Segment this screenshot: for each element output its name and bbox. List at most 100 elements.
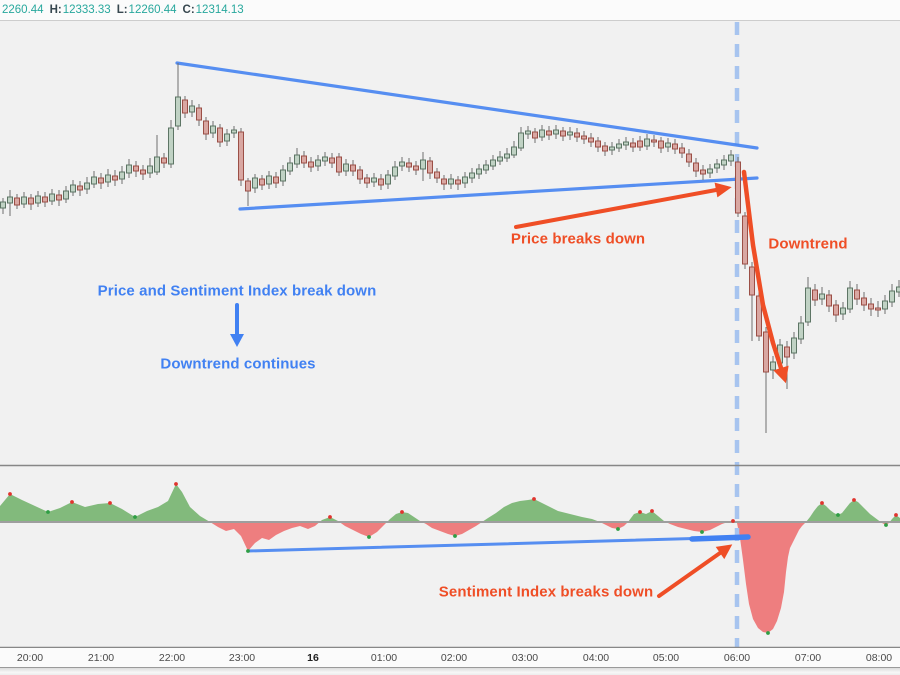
candle-down — [546, 130, 552, 136]
swing-high-dot — [174, 482, 178, 486]
candle-up — [770, 361, 776, 371]
candle-up — [21, 196, 27, 205]
candle-up — [819, 293, 825, 300]
swing-low-dot — [133, 515, 137, 519]
candle-up — [483, 164, 489, 171]
candle-down — [350, 164, 356, 172]
horizontal-scrollbar[interactable] — [0, 667, 900, 675]
candle-down — [588, 137, 594, 143]
axis-label: 16 — [307, 652, 319, 664]
swing-high-dot — [731, 519, 735, 523]
candle-up — [889, 290, 895, 303]
candle-up — [504, 153, 510, 159]
candle-down — [357, 169, 363, 180]
candles-layer — [0, 63, 900, 433]
candle-up — [497, 156, 503, 162]
sentiment-trendline — [246, 535, 750, 553]
candle-down — [679, 147, 685, 154]
candle-down — [658, 140, 664, 149]
swing-low-dot — [766, 631, 770, 635]
candle-up — [49, 193, 55, 202]
candle-up — [371, 177, 377, 183]
time-axis[interactable]: 20:00 21:00 22:00 23:00 16 01:00 02:00 03:00 04:… — [0, 648, 900, 667]
swing-low-dot — [246, 549, 250, 553]
price-break-arrow — [514, 188, 718, 229]
swing-low-dot — [453, 534, 457, 538]
candle-up — [714, 163, 720, 169]
candle-down — [28, 197, 34, 205]
candle-up — [707, 168, 713, 174]
candle-down — [854, 289, 860, 300]
axis-label: 03:00 — [511, 652, 539, 664]
candle-up — [252, 177, 258, 189]
candle-up — [721, 159, 727, 166]
candle-down — [259, 178, 265, 186]
candle-down — [14, 197, 20, 206]
axis-label: 20:00 — [16, 652, 44, 664]
candle-down — [826, 294, 832, 307]
candle-up — [392, 166, 398, 177]
candle-down — [812, 289, 818, 301]
candle-down — [308, 161, 314, 168]
candle-down — [686, 153, 692, 163]
swing-high-dot — [70, 500, 74, 504]
candle-up — [567, 131, 573, 136]
candle-up — [63, 190, 69, 200]
candle-up — [665, 142, 671, 148]
downtrend-arrow — [741, 169, 784, 371]
candle-up — [119, 171, 125, 180]
candle-up — [448, 178, 454, 185]
candle-up — [7, 196, 13, 204]
sentiment-area-positive — [0, 484, 900, 522]
swing-high-dot — [108, 501, 112, 505]
candle-down — [98, 177, 104, 184]
candle-down — [238, 131, 244, 181]
lower-trendline — [238, 176, 759, 211]
candle-up — [0, 201, 6, 209]
candle-down — [784, 346, 790, 358]
price-break-arrow-head — [714, 182, 732, 198]
candle-up — [896, 286, 900, 293]
sentiment-trendline-end — [689, 534, 751, 542]
candle-down — [742, 215, 748, 265]
candle-up — [553, 129, 559, 135]
candle-up — [322, 156, 328, 162]
high-label: H: — [49, 4, 62, 16]
candle-down — [700, 169, 706, 175]
swing-low-dot — [700, 530, 704, 534]
candle-up — [126, 164, 132, 174]
candle-up — [840, 307, 846, 315]
candle-up — [70, 184, 76, 193]
axis-label: 05:00 — [652, 652, 680, 664]
candle-up — [91, 176, 97, 185]
candle-down — [245, 180, 251, 192]
candle-down — [581, 135, 587, 140]
candle-up — [420, 159, 426, 170]
low-value: 12260.44 — [128, 4, 177, 16]
candle-up — [385, 174, 391, 185]
candle-down — [441, 178, 447, 185]
candle-up — [511, 146, 517, 156]
price-panel[interactable] — [0, 21, 900, 465]
annotation-sentiment-breaks-down: Sentiment Index breaks down — [438, 583, 654, 601]
candle-up — [105, 174, 111, 183]
swing-high-dot — [400, 510, 404, 514]
candle-down — [133, 165, 139, 172]
candle-down — [301, 155, 307, 164]
close-label: C: — [182, 4, 195, 16]
swing-low-dot — [616, 527, 620, 531]
candle-up — [399, 161, 405, 167]
candle-down — [56, 194, 62, 201]
close-value: 12314.13 — [195, 4, 244, 16]
swing-high-dot — [650, 509, 654, 513]
candle-up — [623, 141, 629, 146]
upper-trendline — [175, 61, 759, 150]
candle-up — [35, 195, 41, 204]
swing-high-dot — [328, 515, 332, 519]
candle-up — [147, 165, 153, 174]
open-value: 2260.44 — [2, 4, 44, 16]
continues-arrow-head — [230, 334, 244, 347]
axis-label: 08:00 — [865, 652, 893, 664]
candle-down — [868, 303, 874, 310]
